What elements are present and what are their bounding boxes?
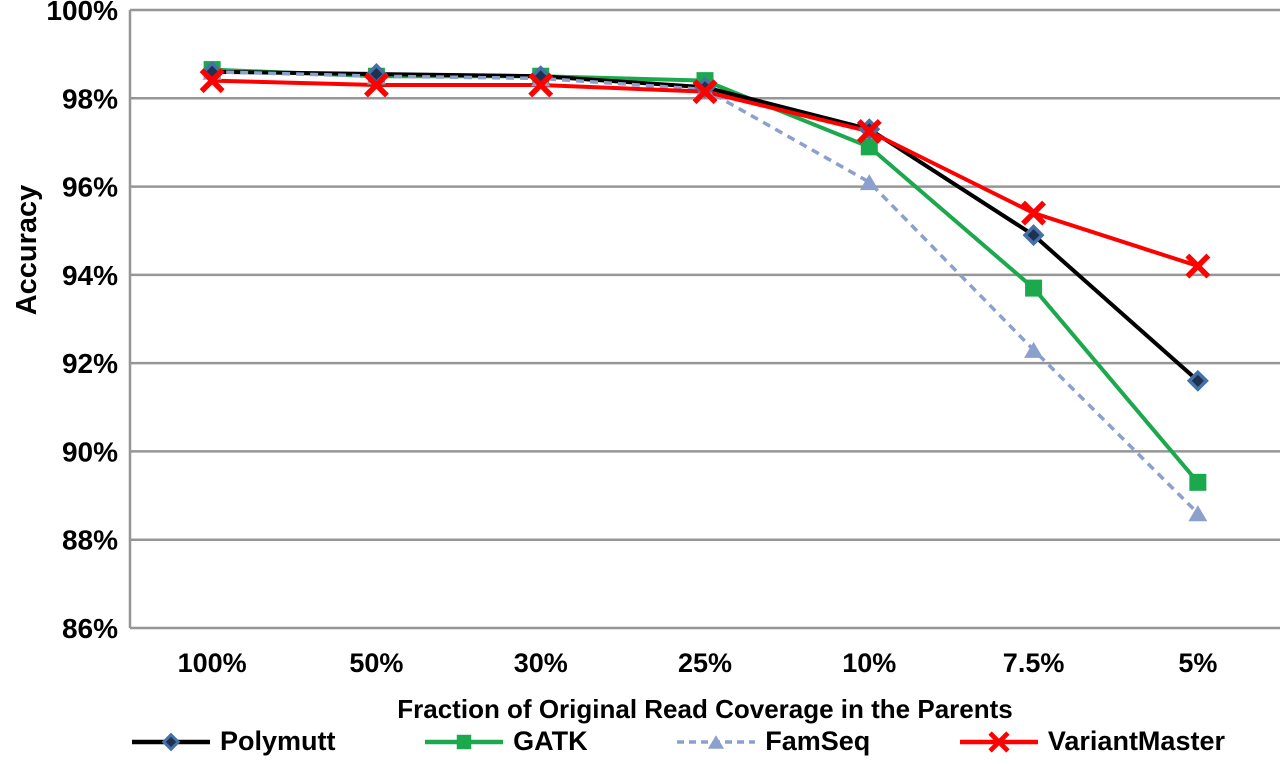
gatk-marker (456, 734, 472, 749)
x-tick-label: 100% (178, 648, 247, 678)
y-tick-label: 88% (62, 525, 118, 556)
variantmaster-marker (199, 68, 225, 94)
famseq-line (212, 70, 1200, 515)
gatk-legend-swatch (425, 734, 504, 749)
polymutt-marker (1022, 224, 1045, 247)
x-tick-label: 25% (678, 648, 732, 678)
legend-label-famseq: FamSeq (765, 726, 871, 756)
famseq-legend-swatch (677, 734, 756, 749)
y-tick-label: 98% (62, 83, 118, 114)
legend-item-polymutt: Polymutt (130, 726, 336, 757)
x-tick-label: 10% (842, 648, 896, 678)
variantmaster-marker (692, 79, 718, 105)
gatk-marker (1025, 279, 1043, 297)
variantmaster-marker (856, 118, 882, 144)
variantmaster-marker (363, 72, 389, 98)
variantmaster-marker (528, 72, 554, 98)
famseq-marker (1024, 341, 1044, 358)
variantmaster-line (212, 78, 1199, 268)
polymutt-legend-swatch (132, 732, 210, 751)
variantmaster-legend-swatch (959, 730, 1038, 753)
y-tick-label: 100% (46, 0, 118, 26)
legend-label-polymutt: Polymutt (220, 726, 336, 756)
polymutt-marker (1186, 369, 1209, 392)
y-tick-label: 92% (62, 348, 118, 379)
famseq-marker (859, 174, 879, 191)
y-tick-label: 94% (62, 260, 118, 291)
legend-label-gatk: GATK (513, 726, 588, 756)
variantmaster-marker (1021, 200, 1047, 226)
famseq-marker (708, 734, 725, 749)
legend-item-gatk: GATK (423, 726, 588, 757)
legend: Polymutt GATK FamSeq VariantMaster (130, 726, 1225, 757)
famseq-marker (1188, 505, 1208, 522)
y-tick-label: 90% (62, 436, 118, 467)
gatk-marker (1189, 473, 1207, 491)
y-axis-title: Accuracy (11, 184, 43, 316)
x-tick-label: 50% (349, 648, 403, 678)
plot-area: 100% 98% 96% 94% 92% 90% 88% 86% 100% 50% 30% 25% 10… (46, 0, 1280, 678)
x-tick-label: 30% (514, 648, 568, 678)
legend-label-variantmaster: VariantMaster (1047, 726, 1225, 756)
y-tick-label: 86% (62, 613, 118, 644)
gatk-marker (860, 138, 878, 156)
x-axis-title: Fraction of Original Read Coverage in th… (397, 694, 1013, 724)
x-tick-label: 5% (1178, 648, 1217, 678)
polymutt-line (212, 69, 1200, 383)
legend-item-famseq: FamSeq (675, 726, 870, 757)
variantmaster-marker (1185, 253, 1211, 279)
variantmaster-marker (988, 730, 1010, 753)
legend-item-variantmaster: VariantMaster (958, 726, 1225, 757)
polymutt-marker (161, 732, 181, 751)
y-tick-label: 96% (62, 172, 118, 203)
x-tick-label: 7.5% (1003, 648, 1065, 678)
